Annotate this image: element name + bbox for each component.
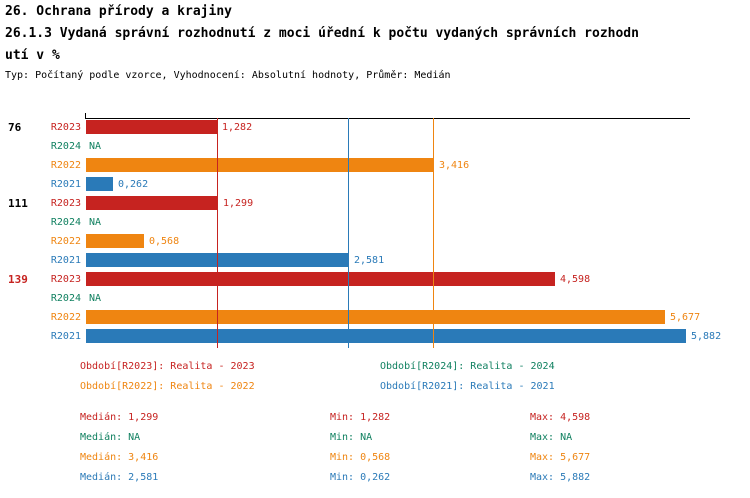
stat-max-r2023: Max: 4,598 bbox=[530, 412, 591, 423]
bar-value-label: 1,299 bbox=[223, 198, 254, 209]
bar-r2023 bbox=[86, 196, 218, 210]
bar-r2023 bbox=[86, 272, 555, 286]
stat-max-r2021: Max: 5,882 bbox=[530, 472, 591, 483]
bar-value-label: 0,568 bbox=[149, 236, 180, 247]
bar-r2022 bbox=[86, 158, 434, 172]
indicator-title-wrap: utí v % bbox=[5, 48, 60, 63]
chapter-title: 26. Ochrana přírody a krajiny bbox=[5, 4, 232, 19]
bar-value-label: 5,882 bbox=[691, 331, 722, 342]
chart-legend: Období[R2023]: Realita - 2023 Období[R202… bbox=[80, 360, 720, 402]
legend-item-r2024: Období[R2024]: Realita - 2024 bbox=[380, 361, 555, 372]
stat-min-r2021: Min: 0,262 bbox=[330, 472, 391, 483]
stat-median-r2023: Medián: 1,299 bbox=[80, 412, 159, 423]
bar-r2022 bbox=[86, 310, 665, 324]
bar-r2023 bbox=[86, 120, 217, 134]
chart-meta-line: Typ: Počítaný podle vzorce, Vyhodnocení:… bbox=[5, 70, 451, 81]
stat-median-r2024: Medián: NA bbox=[80, 432, 141, 443]
stat-median-r2022: Medián: 3,416 bbox=[80, 452, 159, 463]
bar-value-label: 2,581 bbox=[354, 255, 385, 266]
series-row-label-r2023: R2023 bbox=[50, 274, 81, 285]
stat-min-r2024: Min: NA bbox=[330, 432, 373, 443]
legend-item-r2021: Období[R2021]: Realita - 2021 bbox=[380, 381, 555, 392]
series-row-label-r2023: R2023 bbox=[50, 122, 81, 133]
series-row-label-r2023: R2023 bbox=[50, 198, 81, 209]
series-row-label-r2022: R2022 bbox=[50, 236, 81, 247]
series-row-label-r2024: R2024 bbox=[50, 141, 81, 152]
group-label: 111 bbox=[8, 197, 28, 210]
legend-item-r2023: Období[R2023]: Realita - 2023 bbox=[80, 361, 255, 372]
legend-item-r2022: Období[R2022]: Realita - 2022 bbox=[80, 381, 255, 392]
series-row-label-r2024: R2024 bbox=[50, 217, 81, 228]
series-row-label-r2022: R2022 bbox=[50, 312, 81, 323]
x-axis-zero-tick bbox=[85, 113, 86, 118]
median-line-r2022 bbox=[433, 118, 434, 348]
na-value-label: NA bbox=[89, 293, 102, 304]
stat-max-r2024: Max: NA bbox=[530, 432, 573, 443]
stats-table: Medián: 1,299 Min: 1,282 Max: 4,598 Medián:… bbox=[80, 411, 720, 493]
bar-value-label: 1,282 bbox=[222, 122, 253, 133]
bar-value-label: 3,416 bbox=[439, 160, 470, 171]
series-row-label-r2024: R2024 bbox=[50, 293, 81, 304]
na-value-label: NA bbox=[89, 217, 102, 228]
median-line-r2021 bbox=[348, 118, 349, 348]
bar-value-label: 4,598 bbox=[560, 274, 591, 285]
bar-r2021 bbox=[86, 177, 113, 191]
series-row-label-r2021: R2021 bbox=[50, 179, 81, 190]
series-row-label-r2022: R2022 bbox=[50, 160, 81, 171]
x-axis-line bbox=[85, 118, 690, 119]
stat-max-r2022: Max: 5,677 bbox=[530, 452, 591, 463]
bar-r2021 bbox=[86, 329, 686, 343]
stat-min-r2023: Min: 1,282 bbox=[330, 412, 391, 423]
series-row-label-r2021: R2021 bbox=[50, 331, 81, 342]
median-line-r2023 bbox=[217, 118, 218, 348]
group-label: 76 bbox=[8, 121, 22, 134]
indicator-title: 26.1.3 Vydaná správní rozhodnutí z moci … bbox=[5, 26, 639, 41]
series-row-label-r2021: R2021 bbox=[50, 255, 81, 266]
chart-header: 26. Ochrana přírody a krajiny 26.1.3 Vyd… bbox=[5, 1, 639, 83]
bar-value-label: 0,262 bbox=[118, 179, 149, 190]
bar-value-label: 5,677 bbox=[670, 312, 701, 323]
bar-r2022 bbox=[86, 234, 144, 248]
na-value-label: NA bbox=[89, 141, 102, 152]
stat-min-r2022: Min: 0,568 bbox=[330, 452, 391, 463]
bar-chart: 76 R2023 1,282 R2024 NA R2022 3,416 R2021 0,262 1… bbox=[0, 113, 750, 358]
group-label: 139 bbox=[8, 273, 28, 286]
stat-median-r2021: Medián: 2,581 bbox=[80, 472, 159, 483]
